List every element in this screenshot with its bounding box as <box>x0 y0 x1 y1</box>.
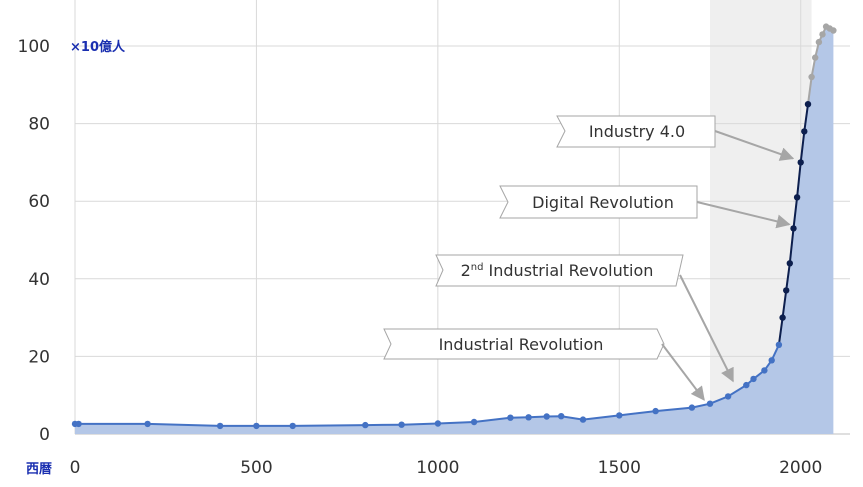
annotation-digital-revolution-arrow <box>696 201 791 229</box>
annotation-2nd-industrial-revolution-text: 2nd Industrial Revolution <box>461 261 654 280</box>
data-point <box>786 260 793 267</box>
annotation-industry-4-text: Industry 4.0 <box>589 122 685 141</box>
data-point <box>289 422 296 430</box>
data-point <box>812 54 819 61</box>
data-point <box>819 31 826 38</box>
data-point <box>750 375 757 383</box>
data-point <box>216 422 224 430</box>
data-point <box>75 420 82 428</box>
data-point <box>790 225 797 232</box>
data-point <box>525 414 532 421</box>
data-point <box>768 357 775 364</box>
annotation-industrial-revolution-text: Industrial Revolution <box>439 335 604 354</box>
data-point <box>743 381 750 389</box>
data-point <box>779 314 786 321</box>
data-point <box>808 73 815 81</box>
population-area <box>75 26 834 434</box>
y-tick-label: 40 <box>28 270 50 290</box>
data-point <box>775 341 783 348</box>
data-point <box>470 418 478 426</box>
y-tick-label: 100 <box>18 37 50 57</box>
annotation-industrial-revolution-arrow <box>661 343 705 401</box>
annotation-2nd-industrial-revolution-arrow <box>679 274 734 383</box>
data-point <box>543 413 550 420</box>
annotation-industry-4: Industry 4.0 <box>556 115 795 161</box>
x-tick-label: 1000 <box>416 458 459 478</box>
data-point <box>434 420 442 427</box>
data-point <box>706 400 714 407</box>
data-point <box>652 407 659 415</box>
y-tick-label: 80 <box>28 115 50 135</box>
x-tick-label: 2000 <box>779 458 822 478</box>
x-axis-label: 西暦 <box>26 462 52 477</box>
y-axis-ticks: 0 20 40 60 80 100 <box>18 37 50 445</box>
x-axis-ticks: 0 500 1000 1500 2000 <box>70 458 823 478</box>
data-point <box>830 27 837 34</box>
annotation-industrial-revolution: Industrial Revolution <box>383 328 705 401</box>
data-point <box>362 421 369 429</box>
data-point <box>793 194 801 201</box>
data-point <box>398 421 405 428</box>
data-point <box>761 367 768 374</box>
x-tick-label: 1500 <box>598 458 641 478</box>
data-point <box>815 38 823 46</box>
data-point <box>253 422 260 430</box>
data-point <box>144 420 151 428</box>
y-tick-label: 0 <box>39 425 50 445</box>
data-point <box>558 413 565 420</box>
y-tick-label: 20 <box>28 347 50 367</box>
x-tick-label: 0 <box>70 458 81 478</box>
data-point <box>688 404 696 411</box>
annotation-digital-revolution-text: Digital Revolution <box>532 193 674 212</box>
annotation-industry-4-arrow <box>714 130 795 161</box>
annotation-digital-revolution: Digital Revolution <box>499 185 791 229</box>
data-point <box>724 393 732 400</box>
data-point <box>797 159 804 166</box>
y-axis-unit-label: ×10億人 <box>70 39 126 55</box>
data-points <box>71 23 837 430</box>
data-point <box>783 287 790 294</box>
annotation-2nd-industrial-revolution: 2nd Industrial Revolution <box>435 254 734 383</box>
y-tick-label: 60 <box>28 192 50 212</box>
data-point <box>616 412 623 419</box>
data-point <box>801 128 808 135</box>
x-tick-label: 500 <box>240 458 272 478</box>
data-point <box>804 101 812 108</box>
data-point <box>579 416 587 423</box>
data-point <box>507 414 514 421</box>
